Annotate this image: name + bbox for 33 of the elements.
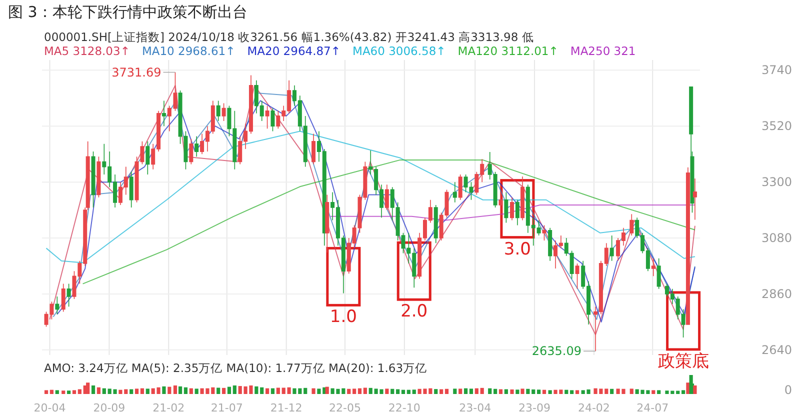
- annotation: 3.0: [504, 239, 531, 260]
- x-tick-label: 21-07: [210, 402, 243, 414]
- annotation: 3731.69: [112, 65, 162, 80]
- y-tick-label: 3080: [761, 231, 792, 246]
- legend-item: MA250 321: [570, 44, 636, 58]
- text: 0: [784, 383, 792, 397]
- x-tick-label: 24-02: [578, 402, 610, 414]
- x-tick-label: 24-07: [636, 402, 669, 414]
- legend-item: MA5 3128.03↑: [44, 44, 130, 58]
- x-tick-label: 22-10: [388, 402, 420, 414]
- legend-item: MA20 2964.87↑: [247, 44, 341, 58]
- annotation: 2.0: [400, 302, 428, 322]
- annotation: 1.0: [330, 307, 357, 328]
- x-tick-label: 23-09: [518, 402, 551, 414]
- y-tick-label: 3520: [761, 119, 792, 134]
- chart-title: 图 3：本轮下跌行情中政策不断出台: [8, 3, 248, 21]
- y-tick-label: 2640: [761, 342, 792, 357]
- y-tick-label: 3300: [761, 175, 792, 190]
- annotation: 政策底: [658, 351, 709, 372]
- chart-title: AMO: 3.24万亿 MA(5): 2.35万亿 MA(10): 1.77万亿 MA(20): 1.63万亿: [44, 361, 428, 375]
- x-tick-label: 21-12: [270, 402, 302, 414]
- legend-item: MA60 3006.58↑: [352, 44, 446, 58]
- x-tick-label: 22-05: [328, 402, 361, 414]
- legend-item: MA10 2968.61↑: [142, 44, 236, 58]
- chart-subtitle: 000001.SH[上证指数] 2024/10/18 收3261.56 幅1.36%(43.82) 开3241.43 高3313.98 低: [44, 30, 534, 44]
- x-tick-label: 23-04: [459, 402, 492, 414]
- x-tick-label: 21-02: [152, 402, 185, 414]
- x-tick-label: 20-04: [34, 402, 66, 414]
- legend-item: MA120 3112.01↑: [458, 44, 558, 58]
- x-tick-label: 20-09: [93, 402, 126, 414]
- y-tick-label: 2860: [761, 286, 792, 301]
- annotation: 2635.09: [532, 344, 582, 358]
- y-tick-label: 3740: [761, 63, 792, 78]
